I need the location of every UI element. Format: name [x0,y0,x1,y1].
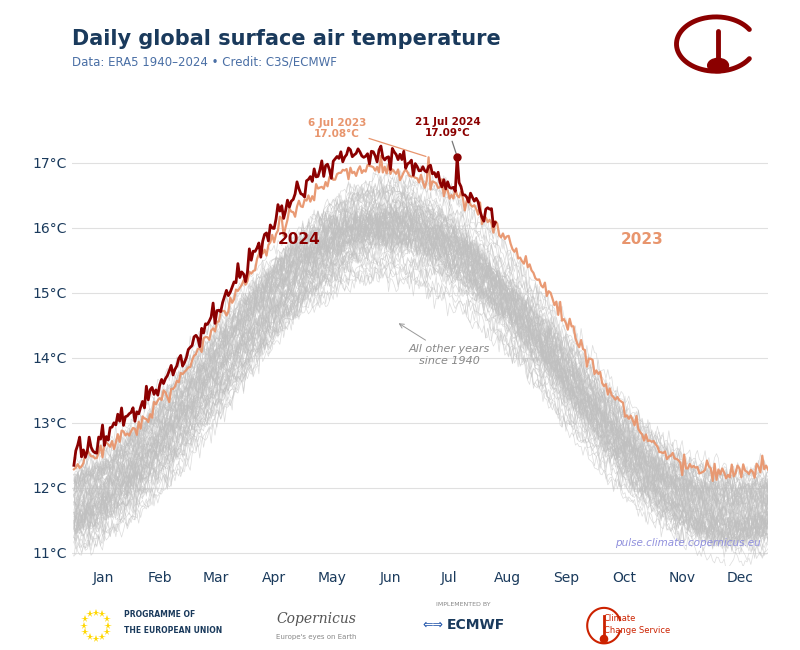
Text: ECMWF: ECMWF [446,618,505,632]
Text: IMPLEMENTED BY: IMPLEMENTED BY [436,602,490,607]
Text: PROGRAMME OF: PROGRAMME OF [124,610,195,619]
Text: All other years
since 1940: All other years since 1940 [399,324,490,366]
Text: Copernicus: Copernicus [276,612,356,626]
Text: pulse.climate.copernicus.eu: pulse.climate.copernicus.eu [615,538,761,548]
Text: Data: ERA5 1940–2024 • Credit: C3S/ECMWF: Data: ERA5 1940–2024 • Credit: C3S/ECMWF [72,55,337,68]
Text: ⇐⇒: ⇐⇒ [422,619,443,632]
Text: Daily global surface air temperature: Daily global surface air temperature [72,29,501,49]
Text: 2023: 2023 [621,232,664,247]
Text: Europe's eyes on Earth: Europe's eyes on Earth [276,634,357,640]
Text: 6 Jul 2023
17.08°C: 6 Jul 2023 17.08°C [308,118,426,157]
Circle shape [708,58,729,73]
Text: Change Service: Change Service [604,626,670,635]
Circle shape [600,635,608,643]
Text: 21 Jul 2024
17.09°C: 21 Jul 2024 17.09°C [414,117,481,154]
Text: 2024: 2024 [278,232,321,247]
Text: THE EUROPEAN UNION: THE EUROPEAN UNION [124,626,222,635]
Text: Climate: Climate [604,614,636,623]
